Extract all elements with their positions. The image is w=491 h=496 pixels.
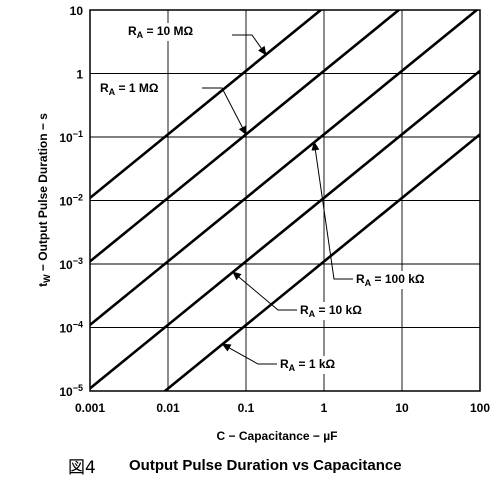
series-label-post: = 1 kΩ <box>295 357 335 371</box>
y-axis-label-rest: − Output Pulse Duration − s <box>36 113 50 275</box>
series-label: RA = 1 MΩ <box>100 81 159 97</box>
series-label-pre: R <box>280 357 289 371</box>
series-label-pre: R <box>300 303 309 317</box>
y-tick-base: 10 <box>59 258 73 272</box>
plot-frame <box>89 9 481 392</box>
series-line <box>90 10 479 326</box>
series-label-post: = 10 kΩ <box>315 303 362 317</box>
y-axis-label: tW − Output Pulse Duration − s <box>36 113 52 287</box>
series-annotation: RA = 100 kΩ <box>311 141 427 289</box>
y-tick-exponent: −1 <box>73 129 83 139</box>
y-tick-exponent: −2 <box>73 193 83 203</box>
annotation-leader <box>232 34 267 56</box>
y-tick-exponent: −4 <box>73 320 83 330</box>
series-label-background <box>126 23 196 41</box>
x-tick-label: 0.001 <box>75 401 105 415</box>
series-label-post: = 1 MΩ <box>115 81 159 95</box>
gridlines <box>89 9 481 392</box>
y-tick-label: 10 <box>70 4 84 18</box>
series-label: RA = 10 MΩ <box>128 24 194 40</box>
series-label-sub: A <box>109 87 116 97</box>
y-tick-label: 10−5 <box>59 383 83 399</box>
series-label: RA = 10 kΩ <box>300 303 362 319</box>
y-tick-label: 10−2 <box>59 193 83 209</box>
series-lines <box>90 10 480 391</box>
annotation-leader <box>202 87 247 136</box>
x-tick-labels: 0.001 0.01 0.1 1 10 100 <box>75 401 490 415</box>
y-tick-base: 10 <box>59 131 73 145</box>
annotation-leader <box>232 271 297 311</box>
y-tick-base: 10 <box>70 4 84 18</box>
series-label-background <box>278 356 338 374</box>
x-axis-label: C − Capacitance − µF <box>217 429 338 443</box>
y-tick-label: 10−4 <box>59 320 83 336</box>
series-label-post: = 100 kΩ <box>371 272 425 286</box>
series-annotation: RA = 10 MΩ <box>126 23 267 56</box>
series-annotation: RA = 10 kΩ <box>232 271 365 320</box>
y-tick-label: 10−3 <box>59 256 83 272</box>
y-tick-base: 10 <box>59 322 73 336</box>
y-axis-label-sub: W <box>42 274 52 283</box>
series-label-background <box>98 80 161 98</box>
series-label-pre: R <box>356 272 365 286</box>
series-label-background <box>354 271 427 289</box>
y-tick-exponent: −3 <box>73 256 83 266</box>
x-tick-label: 10 <box>395 401 409 415</box>
series-line <box>162 133 480 391</box>
chart: 0.001 0.01 0.1 1 10 100 10110−110−210−310−410… <box>36 4 490 443</box>
series-annotation: RA = 1 MΩ <box>98 80 247 136</box>
y-tick-label: 1 <box>76 68 83 82</box>
annotation-leader <box>221 343 277 365</box>
series-label: RA = 1 kΩ <box>280 357 336 373</box>
y-tick-exponent: −5 <box>73 383 83 393</box>
y-tick-base: 1 <box>76 68 83 82</box>
y-tick-base: 10 <box>59 385 73 399</box>
x-tick-label: 0.01 <box>156 401 180 415</box>
annotation-leader <box>311 141 353 280</box>
figure-number: 図4 <box>68 458 96 478</box>
series-label-pre: R <box>128 24 137 38</box>
series-label-pre: R <box>100 81 109 95</box>
series-label-sub: A <box>365 278 372 288</box>
series-label-background <box>298 302 365 320</box>
series-label-sub: A <box>289 363 296 373</box>
x-tick-label: 1 <box>321 401 328 415</box>
series-label: RA = 100 kΩ <box>356 272 425 288</box>
y-tick-label: 10−1 <box>59 129 83 145</box>
x-tick-label: 0.1 <box>238 401 255 415</box>
series-line <box>90 10 323 199</box>
series-label-sub: A <box>137 30 144 40</box>
y-tick-base: 10 <box>59 195 73 209</box>
figure-title: Output Pulse Duration vs Capacitance <box>129 457 402 474</box>
series-annotation: RA = 1 kΩ <box>221 343 338 374</box>
series-line <box>90 69 480 390</box>
series-label-post: = 10 MΩ <box>143 24 193 38</box>
x-tick-label: 100 <box>470 401 490 415</box>
series-label-sub: A <box>309 309 316 319</box>
y-axis-label-main: t <box>36 283 50 287</box>
